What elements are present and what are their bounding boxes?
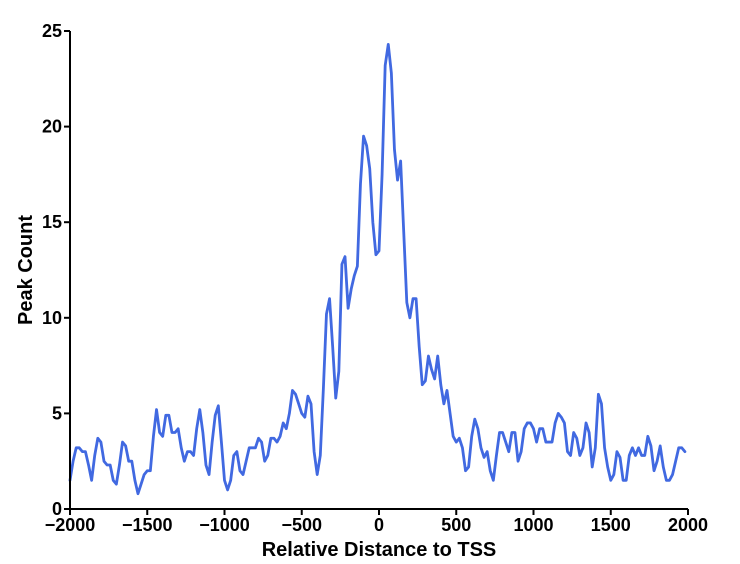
- x-tick-label: 1000: [513, 515, 553, 535]
- x-axis-title: Relative Distance to TSS: [262, 539, 497, 561]
- y-tick-label: 20: [42, 117, 62, 137]
- y-tick-label: 25: [42, 21, 62, 41]
- y-tick-label: 0: [52, 499, 62, 519]
- y-axis-ticks: 0 5 10 15 20 25: [42, 21, 70, 519]
- y-axis-title: Peak Count: [15, 215, 37, 325]
- x-tick-label: 0: [374, 515, 384, 535]
- x-axis-ticks: −2000 −1500 −1000 −500 0 500 1000 1500 2000: [45, 509, 708, 535]
- x-tick-label: −1000: [199, 515, 250, 535]
- x-tick-label: 1500: [591, 515, 631, 535]
- y-tick-label: 10: [42, 308, 62, 328]
- x-tick-label: 500: [441, 515, 471, 535]
- x-tick-label: −1500: [122, 515, 173, 535]
- series-layer: [68, 42, 687, 496]
- series-line: [68, 42, 687, 496]
- x-tick-label: −2000: [45, 515, 96, 535]
- x-tick-label: −500: [281, 515, 322, 535]
- y-tick-label: 15: [42, 212, 62, 232]
- y-tick-label: 5: [52, 403, 62, 423]
- x-tick-label: 2000: [668, 515, 708, 535]
